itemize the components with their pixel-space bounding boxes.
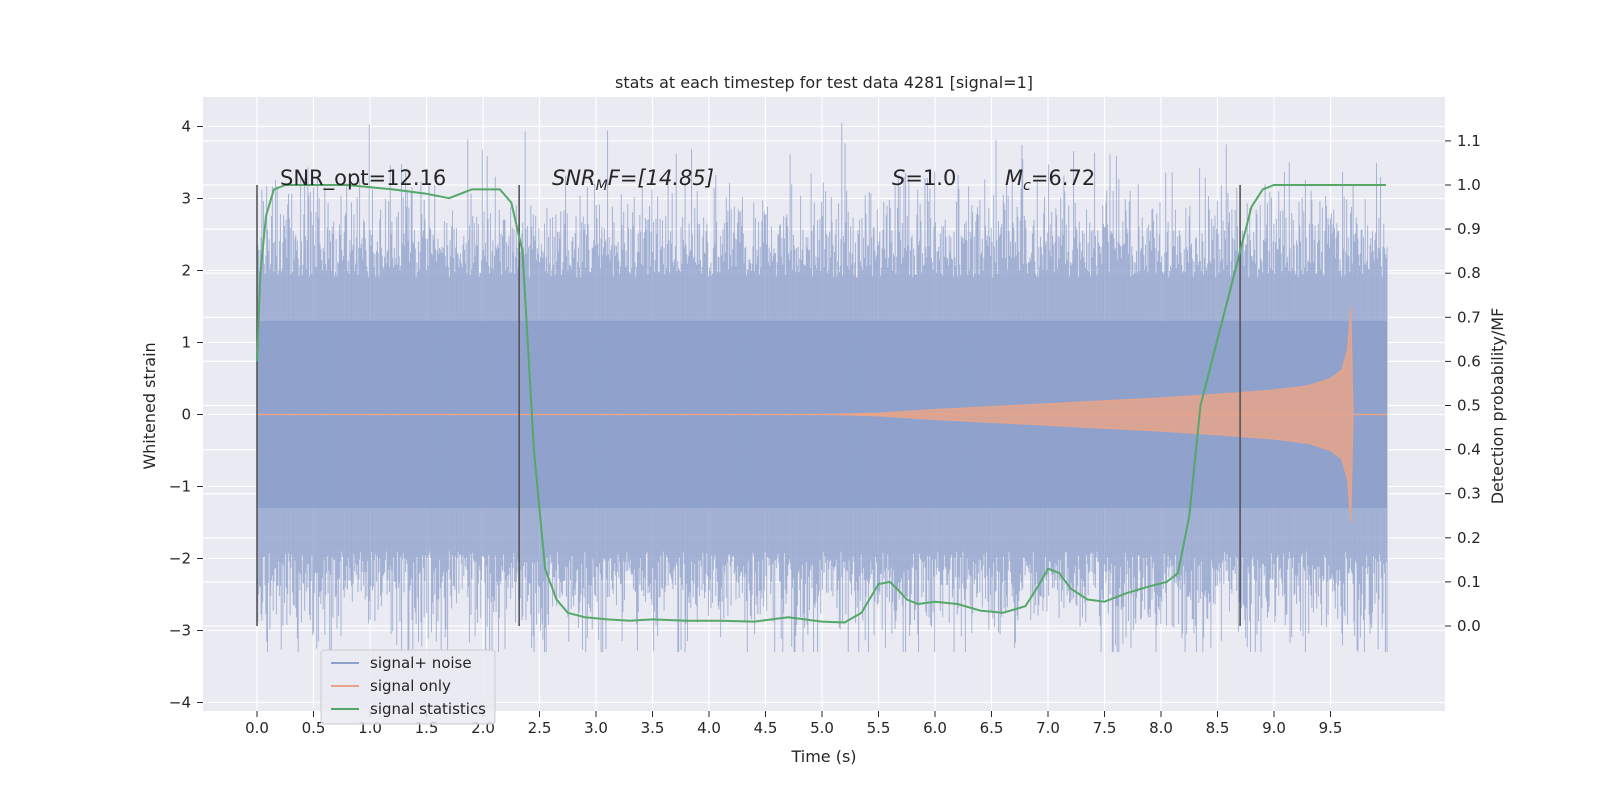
annotation-mc-value: =6.72 xyxy=(1031,166,1095,190)
legend-box xyxy=(320,649,496,725)
annotation-s-var: S xyxy=(892,166,905,190)
x-tick-label: 8.5 xyxy=(1206,719,1230,737)
x-tick-label: 6.0 xyxy=(923,719,947,737)
x-tick-label: 7.0 xyxy=(1036,719,1060,737)
annotation-snr-mf-var: SNR xyxy=(552,166,596,190)
x-tick-label: 9.0 xyxy=(1262,719,1286,737)
x-tick-label: 5.5 xyxy=(867,719,891,737)
annotation-snr-mf-sub: M xyxy=(596,178,608,194)
y-tick-label: 1 xyxy=(181,334,191,352)
y2-axis-label: Detection probability/MF xyxy=(1488,308,1507,505)
annotation-mc: Mc=6.72 xyxy=(1005,166,1095,194)
y-tick-label: 2 xyxy=(181,262,191,280)
x-tick-label: 7.5 xyxy=(1093,719,1117,737)
x-tick-label: 5.0 xyxy=(810,719,834,737)
signal-statistics-line xyxy=(256,184,1386,624)
annotation-mc-var: M xyxy=(1005,166,1023,190)
x-tick-label: 4.0 xyxy=(697,719,721,737)
x-tick-label: 2.5 xyxy=(528,719,552,737)
chart-title: stats at each timestep for test data 428… xyxy=(615,73,1033,92)
y-tick-label: −4 xyxy=(169,694,191,712)
y-tick-label: 0 xyxy=(181,406,191,424)
x-tick-label: 0.0 xyxy=(245,719,269,737)
x-tick-label: 9.5 xyxy=(1319,719,1343,737)
y-tick-label: 4 xyxy=(181,118,191,136)
x-tick-label: 3.0 xyxy=(584,719,608,737)
x-axis-label: Time (s) xyxy=(790,747,856,766)
series-signal-statistics xyxy=(256,184,1386,624)
y2-tick-label: 1.1 xyxy=(1457,132,1481,150)
y2-tick-label: 0.5 xyxy=(1457,397,1481,415)
legend-label-signal-statistics: signal statistics xyxy=(370,700,486,718)
y2-tick-label: 0.9 xyxy=(1457,220,1481,238)
y2-tick-label: 0.0 xyxy=(1457,617,1481,635)
y2-tick-label: 0.6 xyxy=(1457,352,1481,370)
x-tick-label: 8.0 xyxy=(1149,719,1173,737)
x-tick-label: 0.5 xyxy=(302,719,326,737)
vertical-markers xyxy=(256,185,1241,626)
x-axis-ticks: 0.0 0.5 1.0 1.5 2.0 2.5 3.0 3.5 4.0 4.5 5.0 5.5 6.0 6… xyxy=(245,711,1342,737)
x-tick-label: 6.5 xyxy=(980,719,1004,737)
legend-label-signal-noise: signal+ noise xyxy=(370,654,472,672)
y2-tick-label: 0.4 xyxy=(1457,441,1481,459)
y-tick-label: −2 xyxy=(169,550,191,568)
series-signal-noise xyxy=(256,122,1388,653)
x-tick-label: 3.5 xyxy=(641,719,665,737)
y-tick-label: 3 xyxy=(181,190,191,208)
y2-tick-label: 0.8 xyxy=(1457,264,1481,282)
y-axis-label: Whitened strain xyxy=(140,342,159,469)
y2-tick-label: 0.1 xyxy=(1457,573,1481,591)
y2-tick-label: 0.3 xyxy=(1457,485,1481,503)
annotation-snr-mf-tail: F=[14.85] xyxy=(608,166,714,190)
y2-tick-label: 1.0 xyxy=(1457,176,1481,194)
y-tick-label: −3 xyxy=(169,622,191,640)
annotation-mc-sub: c xyxy=(1023,178,1031,194)
legend-label-signal-only: signal only xyxy=(370,677,451,695)
y2-axis-ticks: 1.1 1.0 0.9 0.8 0.7 0.6 0.5 0.4 0.3 0.2 0.1 0.0 xyxy=(1445,132,1481,635)
y2-tick-label: 0.7 xyxy=(1457,308,1481,326)
annotation-s: S=1.0 xyxy=(892,166,956,190)
y-axis-ticks: 4 3 2 1 0 −1 −2 −3 −4 xyxy=(169,118,203,712)
annotation-snr-opt: SNR_opt=12.16 xyxy=(280,166,446,191)
legend: signal+ noise signal only signal statist… xyxy=(320,649,496,725)
x-tick-label: 4.5 xyxy=(754,719,778,737)
annotation-snr-mf: SNRMF=[14.85] xyxy=(552,166,714,194)
y2-tick-label: 0.2 xyxy=(1457,529,1481,547)
annotation-s-value: =1.0 xyxy=(905,166,956,190)
y-tick-label: −1 xyxy=(169,478,191,496)
